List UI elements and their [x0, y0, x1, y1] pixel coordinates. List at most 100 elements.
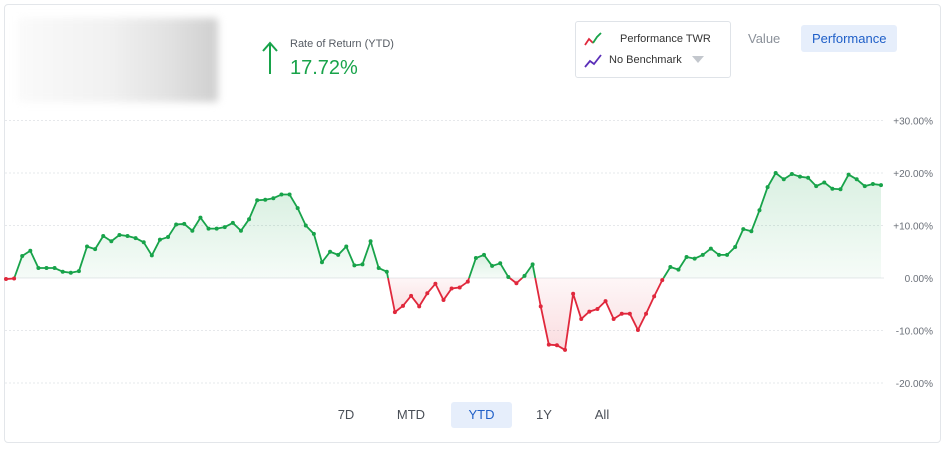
data-point[interactable] [482, 252, 487, 257]
data-point[interactable] [149, 253, 154, 258]
toggle-performance[interactable]: Performance [801, 25, 898, 52]
data-point[interactable] [12, 276, 17, 281]
data-point[interactable] [117, 232, 122, 237]
data-point[interactable] [627, 311, 632, 316]
data-point[interactable] [101, 234, 106, 238]
data-point[interactable] [611, 316, 616, 321]
data-point[interactable] [619, 311, 624, 316]
data-point[interactable] [862, 184, 867, 189]
data-point[interactable] [384, 269, 389, 274]
data-point[interactable] [644, 311, 649, 316]
data-point[interactable] [166, 235, 171, 240]
data-point[interactable] [4, 277, 8, 282]
data-point[interactable] [60, 269, 65, 274]
data-point[interactable] [879, 183, 883, 188]
data-point[interactable] [206, 226, 211, 231]
data-point[interactable] [846, 172, 851, 177]
data-point[interactable] [36, 266, 41, 271]
data-point[interactable] [676, 267, 681, 272]
data-point[interactable] [68, 270, 73, 275]
data-point[interactable] [449, 286, 454, 291]
range-1y[interactable]: 1Y [536, 407, 552, 422]
data-point[interactable] [238, 228, 243, 233]
data-point[interactable] [271, 196, 276, 201]
data-point[interactable] [433, 281, 438, 286]
data-point[interactable] [725, 252, 730, 257]
data-point[interactable] [595, 306, 600, 311]
data-point[interactable] [214, 226, 219, 231]
data-point[interactable] [400, 303, 405, 308]
data-point[interactable] [85, 244, 90, 249]
data-point[interactable] [457, 285, 462, 290]
data-point[interactable] [157, 237, 162, 242]
data-point[interactable] [716, 252, 721, 257]
data-point[interactable] [668, 264, 673, 269]
data-point[interactable] [295, 206, 300, 211]
data-point[interactable] [190, 228, 195, 233]
data-point[interactable] [222, 225, 227, 230]
data-point[interactable] [490, 263, 495, 268]
data-point[interactable] [392, 310, 397, 315]
data-point[interactable] [522, 273, 527, 278]
data-point[interactable] [311, 231, 316, 236]
data-point[interactable] [425, 291, 430, 296]
data-point[interactable] [749, 229, 754, 234]
chevron-down-icon[interactable] [692, 56, 704, 64]
data-point[interactable] [287, 192, 292, 197]
data-point[interactable] [376, 266, 381, 271]
data-point[interactable] [303, 223, 308, 228]
range-ytd[interactable]: YTD [451, 402, 512, 428]
data-point[interactable] [319, 260, 324, 265]
data-point[interactable] [563, 347, 568, 352]
data-point[interactable] [198, 215, 203, 220]
data-point[interactable] [700, 252, 705, 257]
data-point[interactable] [733, 245, 738, 250]
data-point[interactable] [141, 240, 146, 245]
data-point[interactable] [781, 177, 786, 182]
data-point[interactable] [336, 252, 341, 257]
data-point[interactable] [806, 175, 811, 180]
data-point[interactable] [854, 177, 859, 182]
data-point[interactable] [344, 244, 349, 249]
range-mtd[interactable]: MTD [396, 407, 426, 422]
data-point[interactable] [20, 253, 25, 258]
data-point[interactable] [247, 217, 252, 222]
data-point[interactable] [684, 255, 689, 259]
data-point[interactable] [546, 342, 551, 347]
data-point[interactable] [870, 182, 875, 187]
data-point[interactable] [838, 187, 843, 192]
range-all[interactable]: All [594, 407, 610, 422]
data-point[interactable] [230, 220, 235, 225]
data-point[interactable] [587, 309, 592, 314]
data-point[interactable] [133, 236, 138, 241]
data-point[interactable] [530, 262, 535, 267]
data-point[interactable] [255, 198, 260, 203]
range-7d[interactable]: 7D [337, 407, 355, 422]
data-point[interactable] [765, 185, 770, 190]
data-point[interactable] [473, 256, 478, 261]
data-point[interactable] [830, 186, 835, 191]
data-point[interactable] [571, 291, 576, 296]
data-point[interactable] [76, 269, 81, 274]
data-point[interactable] [773, 171, 778, 175]
data-point[interactable] [465, 279, 470, 284]
data-point[interactable] [708, 246, 713, 251]
data-point[interactable] [660, 278, 665, 283]
data-point[interactable] [741, 227, 746, 232]
toggle-value[interactable]: Value [748, 31, 781, 46]
data-point[interactable] [125, 234, 130, 238]
data-point[interactable] [514, 281, 519, 286]
data-point[interactable] [52, 266, 57, 271]
data-point[interactable] [409, 293, 414, 298]
data-point[interactable] [174, 222, 179, 227]
data-point[interactable] [109, 239, 114, 244]
data-point[interactable] [441, 298, 446, 303]
data-point[interactable] [182, 221, 187, 226]
data-point[interactable] [352, 263, 357, 268]
data-point[interactable] [603, 299, 608, 304]
data-point[interactable] [93, 247, 98, 252]
data-point[interactable] [789, 172, 794, 177]
data-point[interactable] [692, 256, 697, 261]
data-point[interactable] [360, 262, 365, 267]
data-point[interactable] [814, 184, 819, 189]
